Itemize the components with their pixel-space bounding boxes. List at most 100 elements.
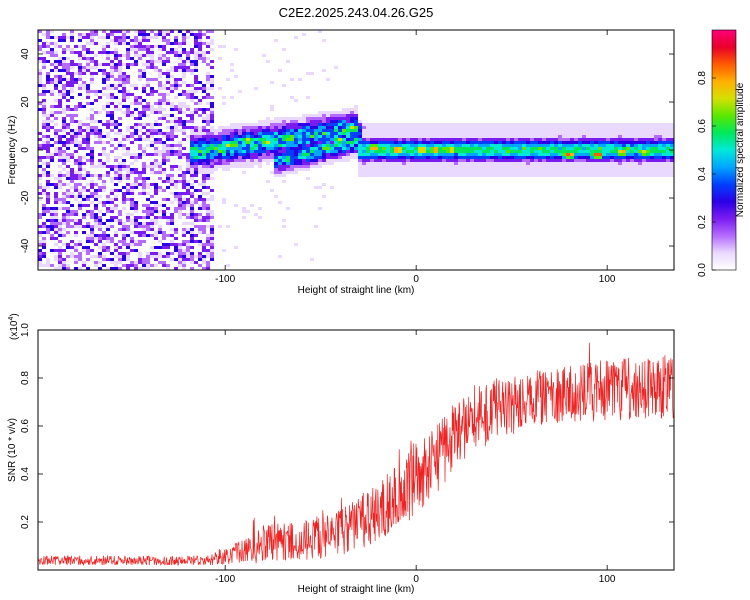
heatmap-cell xyxy=(658,126,662,129)
heatmap-cell xyxy=(254,135,258,138)
heatmap-cell xyxy=(566,159,570,162)
heatmap-cell xyxy=(482,123,486,126)
heatmap-cell xyxy=(138,39,142,42)
heatmap-cell xyxy=(98,165,102,168)
heatmap-cell xyxy=(38,78,42,81)
heatmap-cell xyxy=(598,168,602,171)
heatmap-cell xyxy=(94,189,98,192)
heatmap-cell xyxy=(618,141,622,144)
heatmap-cell xyxy=(670,171,674,174)
heatmap-cell xyxy=(278,153,282,156)
heatmap-cell xyxy=(78,162,82,165)
heatmap-cell xyxy=(354,156,358,159)
heatmap-cell xyxy=(186,51,190,54)
heatmap-cell xyxy=(82,177,86,180)
heatmap-cell xyxy=(198,240,202,243)
heatmap-cell xyxy=(206,108,210,111)
heatmap-cell xyxy=(506,126,510,129)
heatmap-cell xyxy=(50,105,54,108)
heatmap-cell xyxy=(670,126,674,129)
heatmap-cell xyxy=(310,162,314,165)
heatmap-cell xyxy=(670,153,674,156)
heatmap-cell xyxy=(414,138,418,141)
heatmap-cell xyxy=(94,141,98,144)
heatmap-cell xyxy=(94,225,98,228)
heatmap-cell xyxy=(578,171,582,174)
heatmap-cell xyxy=(666,135,670,138)
heatmap-cell xyxy=(150,219,154,222)
heatmap-cell xyxy=(562,141,566,144)
heatmap-cell xyxy=(54,42,58,45)
heatmap-cell xyxy=(114,234,118,237)
heatmap-cell xyxy=(90,51,94,54)
heatmap-cell xyxy=(630,171,634,174)
heatmap-cell xyxy=(338,120,342,123)
heatmap-cell xyxy=(302,126,306,129)
heatmap-cell xyxy=(314,123,318,126)
heatmap-cell xyxy=(342,150,346,153)
heatmap-cell xyxy=(134,45,138,48)
heatmap-cell xyxy=(282,123,286,126)
heatmap-cell xyxy=(574,132,578,135)
heatmap-cell xyxy=(46,258,50,261)
heatmap-cell xyxy=(182,63,186,66)
heatmap-cell xyxy=(450,126,454,129)
heatmap-cell xyxy=(38,216,42,219)
heatmap-cell xyxy=(618,138,622,141)
heatmap-cell xyxy=(166,39,170,42)
heatmap-cell xyxy=(178,255,182,258)
heatmap-cell xyxy=(266,135,270,138)
heatmap-cell xyxy=(122,87,126,90)
heatmap-cell xyxy=(138,234,142,237)
heatmap-cell xyxy=(418,171,422,174)
heatmap-cell xyxy=(422,162,426,165)
heatmap-cell xyxy=(190,60,194,63)
heatmap-cell xyxy=(582,165,586,168)
heatmap-cell xyxy=(206,114,210,117)
heatmap-cell xyxy=(294,99,298,102)
heatmap-cell xyxy=(110,66,114,69)
heatmap-cell xyxy=(202,135,206,138)
heatmap-cell xyxy=(258,126,262,129)
heatmap-cell xyxy=(54,51,58,54)
heatmap-cell xyxy=(410,168,414,171)
heatmap-cell xyxy=(82,72,86,75)
heatmap-cell xyxy=(278,201,282,204)
heatmap-cell xyxy=(46,153,50,156)
heatmap-cell xyxy=(370,156,374,159)
heatmap-cell xyxy=(202,90,206,93)
heatmap-cell xyxy=(366,123,370,126)
heatmap-cell xyxy=(86,36,90,39)
heatmap-cell xyxy=(386,126,390,129)
heatmap-cell xyxy=(354,135,358,138)
heatmap-cell xyxy=(130,213,134,216)
heatmap-cell xyxy=(178,210,182,213)
heatmap-cell xyxy=(242,126,246,129)
heatmap-cell xyxy=(222,201,226,204)
heatmap-cell xyxy=(286,162,290,165)
heatmap-cell xyxy=(354,126,358,129)
colorbar-gradient xyxy=(712,30,736,270)
heatmap-cell xyxy=(186,240,190,243)
heatmap-cell xyxy=(482,150,486,153)
heatmap-cell xyxy=(650,147,654,150)
heatmap-cell xyxy=(218,165,222,168)
heatmap-cell xyxy=(430,159,434,162)
heatmap-cell xyxy=(294,159,298,162)
heatmap-cell xyxy=(206,219,210,222)
heatmap-cell xyxy=(266,138,270,141)
heatmap-cell xyxy=(302,114,306,117)
heatmap-cell xyxy=(222,168,226,171)
heatmap-cell xyxy=(406,141,410,144)
heatmap-cell xyxy=(174,126,178,129)
heatmap-cell xyxy=(574,171,578,174)
heatmap-cell xyxy=(238,129,242,132)
heatmap-cell xyxy=(46,42,50,45)
heatmap-cell xyxy=(230,153,234,156)
heatmap-cell xyxy=(634,123,638,126)
heatmap-cell xyxy=(658,171,662,174)
heatmap-cell xyxy=(306,138,310,141)
heatmap-cell xyxy=(142,153,146,156)
heatmap-cell xyxy=(94,183,98,186)
heatmap-cell xyxy=(470,171,474,174)
